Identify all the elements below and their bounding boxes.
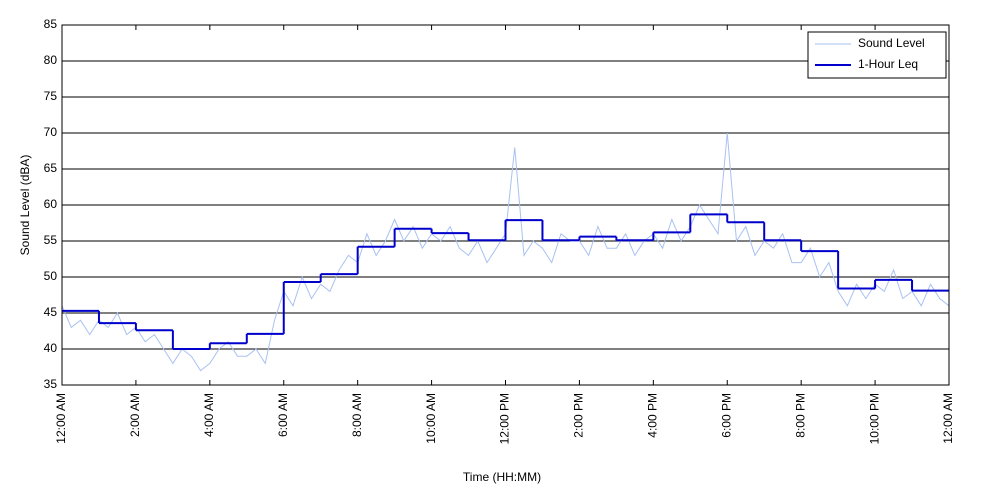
x-tick-label: 10:00 PM [867,393,881,444]
y-tick-label: 60 [44,197,58,211]
y-tick-label: 65 [44,161,58,175]
x-tick-label: 6:00 AM [276,393,290,437]
y-tick-label: 35 [44,377,58,391]
legend-box [807,31,947,79]
x-tick-label: 2:00 PM [572,393,586,438]
y-tick-label: 55 [44,233,58,247]
x-tick-label: 8:00 AM [350,393,364,437]
y-tick-label: 70 [44,125,58,139]
x-tick-label: 10:00 AM [424,393,438,444]
legend-label: 1-Hour Leq [858,57,918,71]
y-tick-label: 85 [44,17,58,31]
x-tick-label: 2:00 AM [128,393,142,437]
x-tick-label: 4:00 AM [202,393,216,437]
x-tick-label: 12:00 PM [498,393,512,444]
y-tick-label: 75 [44,89,58,103]
legend-label: Sound Level [858,36,925,50]
y-axis-label: Sound Level (dBA) [18,155,32,256]
x-tick-label: 12:00 AM [941,393,955,444]
plot-frame [61,24,950,386]
y-tick-label: 50 [44,269,58,283]
y-tick-label: 80 [44,53,58,67]
y-tick-label: 40 [44,341,58,355]
x-tick-label: 4:00 PM [646,393,660,438]
x-tick-label: 6:00 PM [719,393,733,438]
x-tick-label: 8:00 PM [793,393,807,438]
y-tick-label: 45 [44,305,58,319]
x-axis-label: Time (HH:MM) [463,470,541,484]
x-tick-label: 12:00 AM [54,393,68,444]
